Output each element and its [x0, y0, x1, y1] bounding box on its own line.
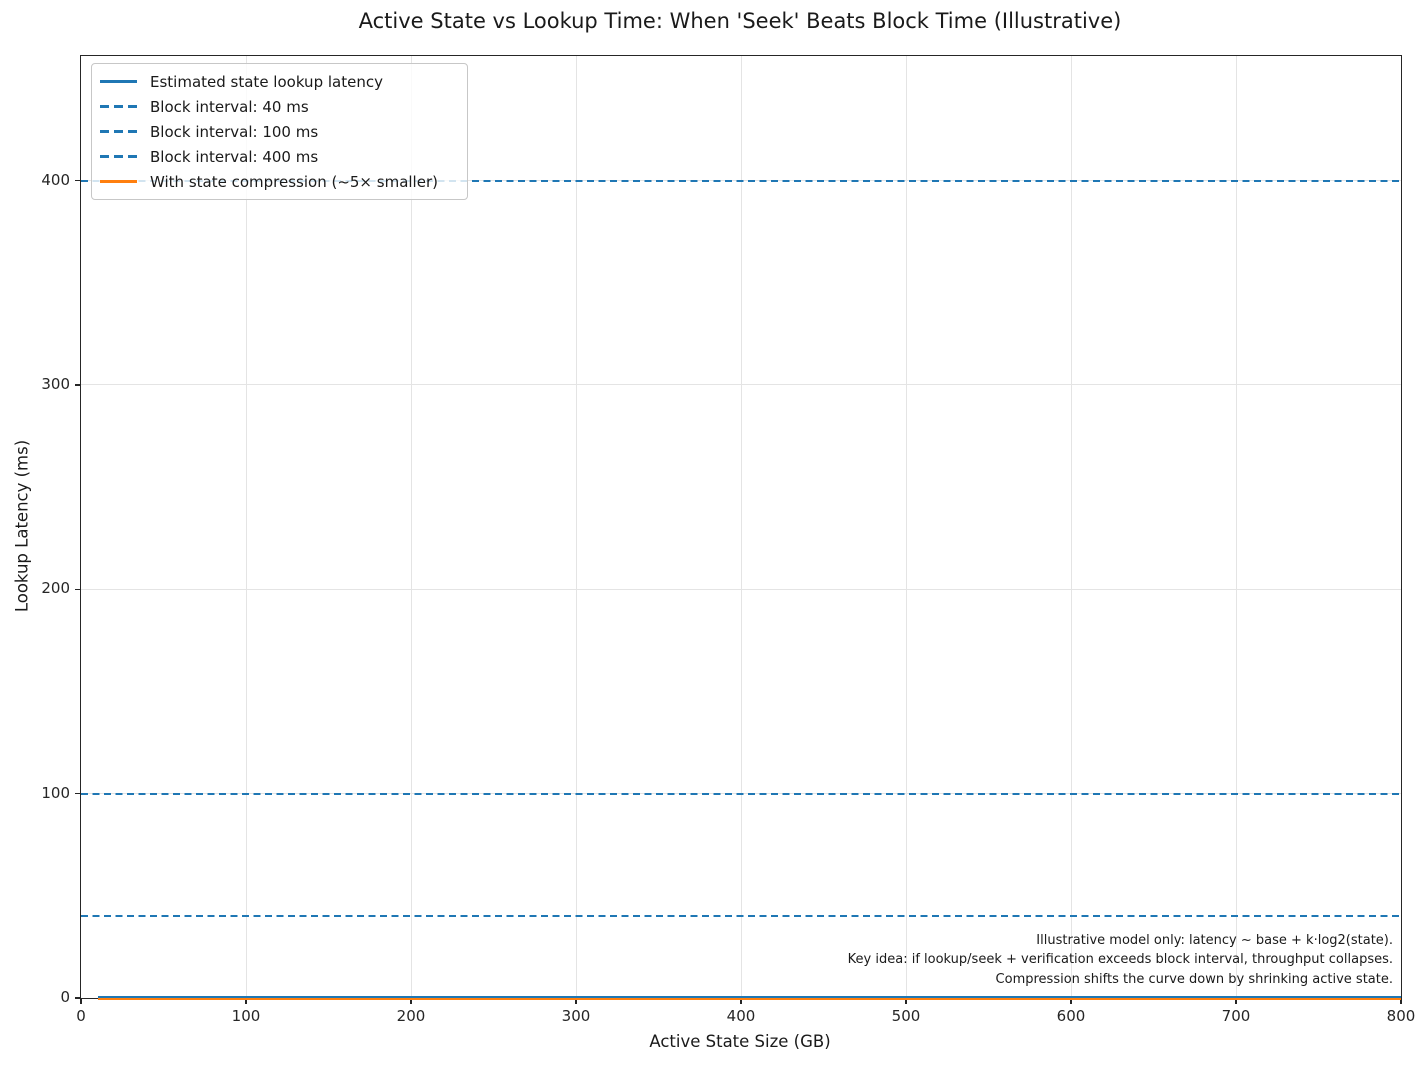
x-tick-300 [575, 998, 577, 1004]
x-tick-0 [80, 998, 82, 1004]
y-tick-label-200: 200 [41, 579, 70, 598]
chart-title: Active State vs Lookup Time: When 'Seek'… [358, 9, 1122, 33]
legend-item-label: Block interval: 400 ms [150, 147, 319, 166]
x-tick-700 [1235, 998, 1237, 1004]
legend-item-label: Block interval: 40 ms [150, 97, 309, 116]
y-tick-label-300: 300 [41, 374, 70, 393]
y-tick-200 [75, 588, 81, 590]
legend-item-4: With state compression (~5× smaller) [100, 173, 459, 191]
plot-area: Estimated state lookup latency Block inte… [41, 55, 1415, 1025]
gridline-x-400 [740, 56, 742, 998]
legend-item-label: Block interval: 100 ms [150, 122, 319, 141]
gridline-y-300 [81, 384, 1401, 386]
gridline-x-500 [905, 56, 907, 998]
x-tick-800 [1400, 998, 1402, 1004]
dashed-line-swatch [100, 105, 137, 108]
x-tick-label-800: 800 [1386, 1007, 1416, 1025]
x-tick-label-500: 500 [891, 1007, 921, 1025]
x-tick-100 [245, 998, 247, 1004]
y-axis-label: Lookup Latency (ms) [12, 439, 32, 613]
x-tick-label-300: 300 [561, 1007, 591, 1025]
lookup-latency-line [97, 995, 1401, 999]
y-tick-400 [75, 179, 81, 182]
gridline-x-600 [1070, 56, 1072, 998]
y-tick-label-400: 400 [41, 170, 70, 189]
gridline-x-100 [245, 56, 247, 998]
x-tick-600 [1070, 998, 1072, 1004]
annotation-block: Illustrative model only: latency ~ base … [848, 931, 1393, 990]
legend-item-0: Estimated state lookup latency [100, 73, 459, 91]
y-tick-100 [75, 793, 81, 795]
x-tick-500 [905, 998, 907, 1004]
annotation-line-1: Illustrative model only: latency ~ base … [1036, 932, 1393, 948]
legend-item-2: Block interval: 100 ms [100, 123, 459, 141]
y-tick-label-0: 0 [60, 988, 70, 1006]
solid-line-swatch [100, 180, 137, 183]
gridline-x-700 [1235, 56, 1237, 998]
dashed-line-swatch [100, 155, 137, 158]
x-tick-200 [410, 998, 412, 1004]
legend-item-label: With state compression (~5× smaller) [150, 172, 438, 191]
y-tick-300 [75, 384, 81, 386]
legend-item-1: Block interval: 40 ms [100, 98, 459, 116]
legend: Estimated state lookup latency Block inte… [91, 63, 468, 200]
legend-item-label: Estimated state lookup latency [150, 72, 383, 91]
block-interval-line-400ms [81, 179, 1401, 182]
x-tick-label-100: 100 [231, 1007, 261, 1025]
x-tick-label-600: 600 [1056, 1007, 1086, 1025]
dashed-line-swatch [100, 130, 137, 133]
y-tick-label-100: 100 [41, 783, 70, 802]
x-tick-label-400: 400 [726, 1007, 756, 1025]
gridline-x-300 [575, 56, 577, 998]
block-interval-line-100ms [81, 792, 1401, 795]
legend-item-3: Block interval: 400 ms [100, 148, 459, 166]
gridline-y-200 [81, 588, 1401, 590]
x-tick-label-0: 0 [76, 1007, 86, 1025]
x-axis-label: Active State Size (GB) [649, 1032, 831, 1051]
annotation-line-3: Compression shifts the curve down by shr… [995, 971, 1393, 987]
x-tick-label-200: 200 [396, 1007, 426, 1025]
x-tick-label-700: 700 [1221, 1007, 1251, 1025]
gridline-x-200 [410, 56, 412, 998]
y-tick-0 [75, 997, 81, 999]
x-tick-400 [740, 998, 742, 1004]
annotation-line-2: Key idea: if lookup/seek + verification … [847, 952, 1393, 967]
solid-line-swatch [100, 80, 137, 83]
compressed-latency-line [97, 997, 1401, 1001]
block-interval-line-40ms [81, 915, 1401, 918]
